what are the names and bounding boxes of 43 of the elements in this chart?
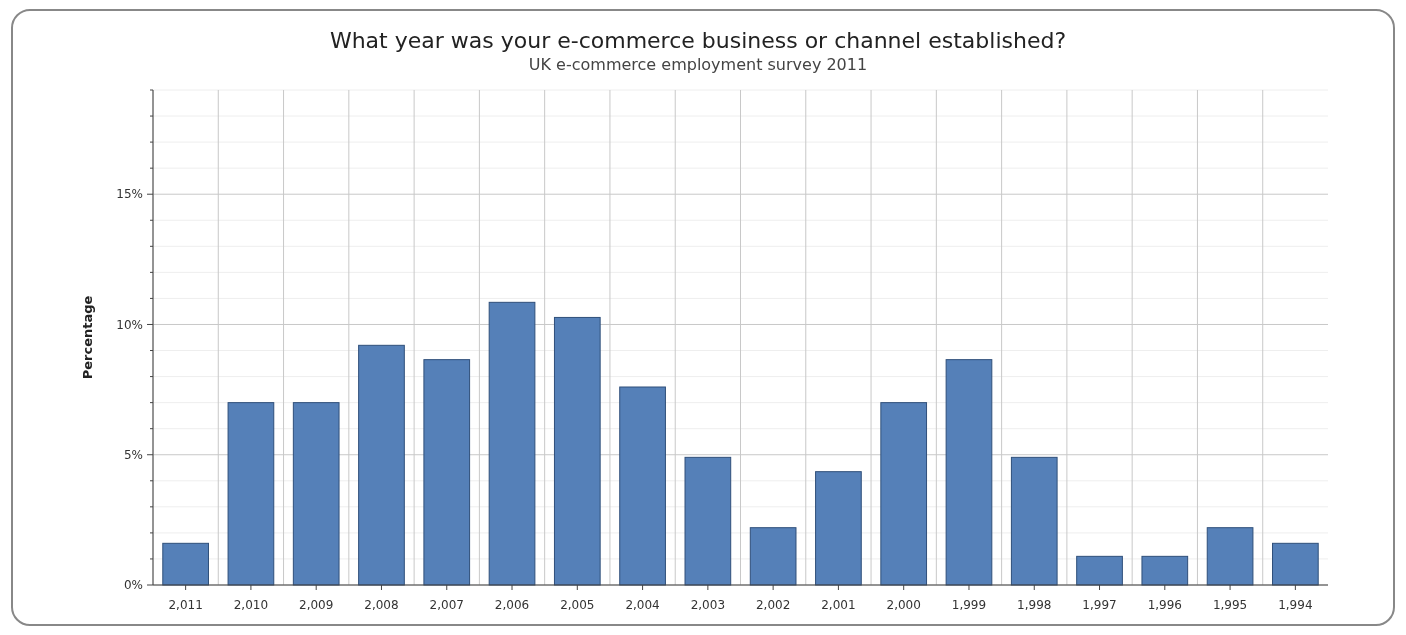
bar <box>162 542 209 586</box>
y-tick-label: 10% <box>116 317 143 332</box>
y-tick-label: 15% <box>116 187 143 202</box>
bar <box>358 344 405 586</box>
bar <box>1206 527 1254 586</box>
bar <box>292 402 340 586</box>
bar <box>227 402 275 586</box>
y-tick-label: 0% <box>123 578 143 593</box>
bar <box>1272 542 1319 586</box>
x-tick-label: 2,008 <box>364 598 399 612</box>
y-axis-title: Percentage <box>80 295 95 380</box>
x-tick-label: 2,009 <box>299 598 334 612</box>
x-tick-label: 2,000 <box>886 598 921 612</box>
x-tick-label: 1,998 <box>1017 598 1052 612</box>
bar <box>684 456 732 586</box>
bar <box>553 316 601 586</box>
x-tick-label: 2,001 <box>821 598 856 612</box>
x-tick-label: 2,007 <box>429 598 464 612</box>
bar <box>815 471 862 586</box>
y-tick-label: 5% <box>123 447 143 462</box>
x-tick-label: 1,999 <box>951 598 987 612</box>
x-tick-label: 1,996 <box>1147 598 1182 612</box>
bar <box>749 527 797 586</box>
x-tick-label: 2,010 <box>233 598 269 612</box>
bar <box>619 386 666 586</box>
x-tick-label: 2,011 <box>168 598 203 612</box>
x-tick-label: 2,005 <box>560 598 595 612</box>
bar <box>945 359 993 586</box>
x-tick-label: 1,994 <box>1278 598 1313 612</box>
chart-subtitle: UK e-commerce employment survey 2011 <box>528 55 868 74</box>
x-tick-label: 2,002 <box>755 598 791 612</box>
bar <box>880 402 928 586</box>
bar <box>1010 456 1058 586</box>
bar <box>488 301 536 586</box>
bar <box>423 359 471 586</box>
bar <box>1141 555 1189 586</box>
x-tick-label: 2,003 <box>690 598 726 612</box>
x-tick-label: 1,995 <box>1212 598 1248 612</box>
x-tick-label: 1,997 <box>1082 598 1117 612</box>
x-tick-label: 2,004 <box>625 598 660 612</box>
chart-title: What year was your e-commerce business or channel established? <box>329 28 1067 53</box>
bar <box>1076 555 1123 586</box>
x-tick-label: 2,006 <box>494 598 530 612</box>
